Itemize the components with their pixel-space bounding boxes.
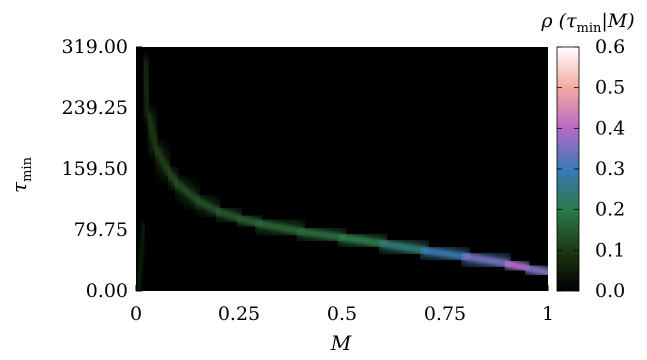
y-tick-label: 239.25 xyxy=(62,97,128,119)
ridge-core-segment xyxy=(297,227,346,241)
ridge-core-segment xyxy=(420,246,470,261)
x-tick-label: 0.5 xyxy=(327,303,357,325)
ridge-core-segment xyxy=(214,207,243,222)
colorbar-tick-label: 0.2 xyxy=(595,199,625,221)
y-tick-label: 319.00 xyxy=(62,36,128,58)
colorbar-tick-label: 0.4 xyxy=(595,117,625,139)
y-tick-label: 79.75 xyxy=(74,219,128,241)
y-tick-label: 159.50 xyxy=(62,158,128,180)
colorbar-tick-label: 0.0 xyxy=(595,280,625,302)
ridge-core-segment xyxy=(462,253,511,267)
ridge-core-segment xyxy=(503,259,531,272)
x-axis-label: M xyxy=(330,331,352,355)
density-ridge xyxy=(136,47,548,291)
ridge-core-segment xyxy=(194,197,222,215)
ridge-core-segment xyxy=(173,180,202,205)
ridge-core-segment xyxy=(256,220,305,235)
y-axis: 0.00 79.75 159.50 239.25 319.00 xyxy=(62,36,142,302)
ridge-core-segment xyxy=(235,214,264,228)
x-tick-label: 0.25 xyxy=(218,303,260,325)
ridge-core-segment xyxy=(379,240,428,254)
colorbar-axis: 0.0 0.1 0.2 0.3 0.4 0.5 0.6 xyxy=(557,36,625,302)
ridge-core-segment xyxy=(338,233,387,248)
colorbar-tick-label: 0.5 xyxy=(595,77,625,99)
ridge-core-segment xyxy=(144,111,161,153)
ridge-core-segment xyxy=(523,264,548,277)
x-tick-label: 1 xyxy=(542,303,554,325)
y-tick-label: 0.00 xyxy=(86,280,128,302)
edge-streak xyxy=(136,221,147,291)
x-tick-label: 0 xyxy=(130,303,142,325)
colorbar-label: ρ (τmin|M) xyxy=(540,10,634,36)
ridge-core-segment xyxy=(153,145,173,176)
x-tick-label: 0.75 xyxy=(424,303,466,325)
colorbar-tick-label: 0.1 xyxy=(595,239,625,261)
colorbar-tick-label: 0.3 xyxy=(595,158,625,180)
y-axis-label: τmin xyxy=(7,156,35,193)
colorbar-tick-label: 0.6 xyxy=(595,36,625,58)
x-axis: 0 0.25 0.5 0.75 1 xyxy=(130,285,554,325)
